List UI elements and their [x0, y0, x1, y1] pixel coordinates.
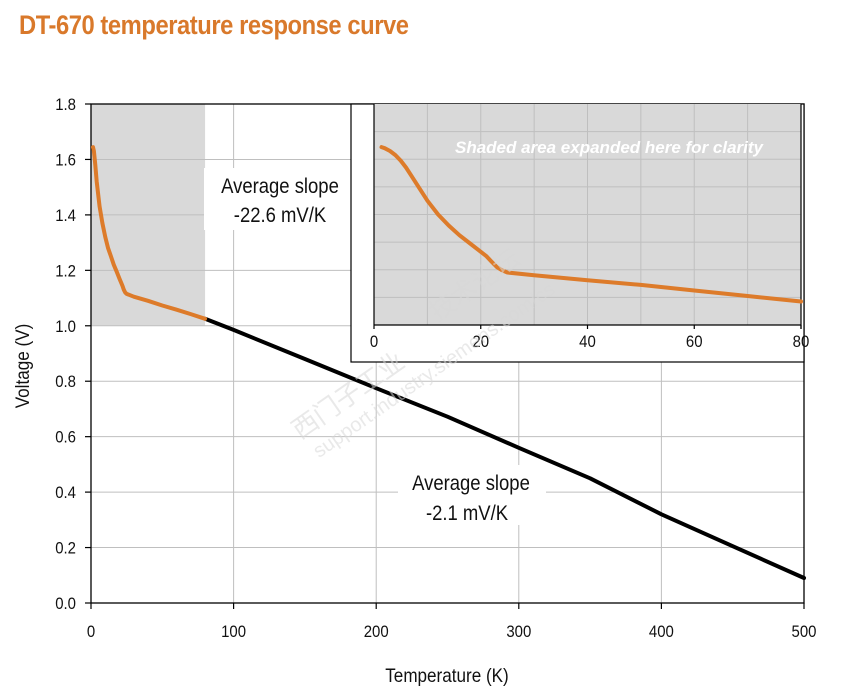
y-axis-label: Voltage (V) — [12, 324, 33, 409]
inset-axes — [373, 104, 802, 329]
annotation-high-bg — [398, 465, 546, 525]
y-tick-label: 0.8 — [55, 373, 76, 391]
x-axis-label: Temperature (K) — [385, 665, 508, 686]
y-tick-label: 1.8 — [55, 96, 76, 114]
annotation-low-slope: Average slope -22.6 mV/K — [204, 168, 352, 230]
x-tick-label: 500 — [792, 623, 817, 641]
inset-note: Shaded area expanded here for clarity — [455, 138, 765, 157]
y-tick-label: 0.2 — [55, 540, 76, 558]
annotation-high-slope: Average slope -2.1 mV/K — [398, 465, 546, 525]
inset-x-tick-label: 80 — [793, 333, 810, 351]
inset-curve — [379, 145, 803, 304]
annotation-high-line2: -2.1 mV/K — [426, 502, 508, 525]
y-tick-label: 1.0 — [55, 318, 76, 336]
y-tick-label: 1.4 — [55, 207, 76, 225]
x-tick-label: 300 — [506, 623, 531, 641]
y-tick-label: 1.2 — [55, 263, 76, 281]
annotation-low-line1: Average slope — [221, 175, 339, 198]
main-series — [91, 145, 806, 580]
chart-title: DT-670 temperature response curve — [19, 10, 409, 40]
high-temp-curve — [203, 316, 806, 580]
x-tick-label: 200 — [364, 623, 389, 641]
inset-x-tick-label: 20 — [472, 333, 489, 351]
y-tick-label: 0.6 — [55, 429, 76, 447]
y-tick-label: 1.6 — [55, 152, 76, 170]
annotation-low-line2: -22.6 mV/K — [234, 204, 326, 227]
x-tick-label: 400 — [649, 623, 674, 641]
y-tick-label: 0.0 — [55, 595, 76, 613]
inset-x-tick-label: 60 — [686, 333, 703, 351]
inset-x-tick-label: 0 — [370, 333, 378, 351]
low-temp-curve — [91, 145, 208, 321]
annotation-low-bg — [204, 168, 352, 230]
inset-tick-labels: 0 20 40 60 80 — [370, 333, 810, 351]
y-tick-label: 0.4 — [55, 484, 76, 502]
inset-series — [379, 145, 803, 304]
main-tick-labels: 0 100 200 300 400 5000.00.20.40.60.81.01.21.4… — [55, 96, 816, 641]
inset-chart: 0 20 40 60 80 Shaded area expanded here for … — [350, 103, 810, 363]
x-tick-label: 0 — [87, 623, 95, 641]
annotation-high-line1: Average slope — [412, 472, 530, 495]
inset-x-tick-label: 40 — [579, 333, 596, 351]
x-tick-label: 100 — [221, 623, 246, 641]
inset-grid — [374, 104, 801, 325]
